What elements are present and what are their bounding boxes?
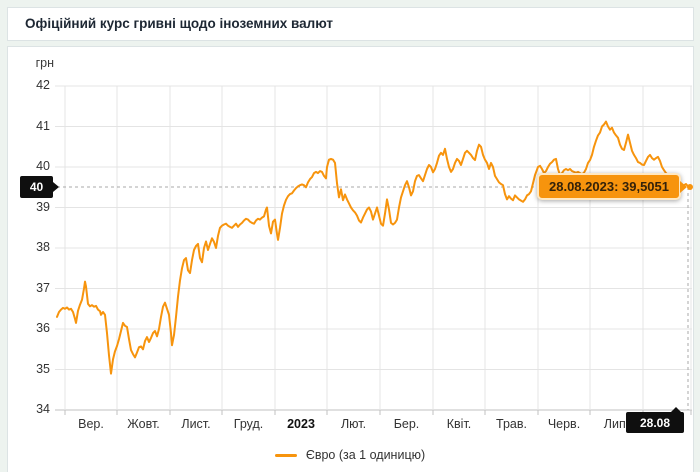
last-point-marker[interactable] [687,184,693,191]
y-tick-label: 37 [36,280,50,295]
current-value-badge: 40 [20,176,59,198]
x-tick-label: Вер. [78,417,104,431]
x-tick-label: Груд. [233,417,264,431]
current-value-badge-text: 40 [29,180,44,194]
current-date-badge-text: 28.08 [639,415,671,430]
legend-line-swatch [274,453,297,457]
y-tick-label: 34 [36,402,50,416]
legend-label: Євро (за 1 одиницю) [305,448,426,462]
y-tick-label: 35 [36,361,50,376]
y-tick-label: 39 [36,199,50,214]
x-tick-label: Черв. [547,417,581,431]
x-tick-label: Лип. [603,417,630,431]
legend-item-euro[interactable]: Євро (за 1 одиницю) [0,446,700,464]
y-tick-label: 38 [36,240,50,254]
x-tick-label: Лист. [181,417,211,431]
current-date-badge: 28.08 [626,407,684,433]
y-tick-label: 36 [36,321,50,335]
y-tick-label: 42 [36,78,50,92]
x-tick-label: Жовт. [127,417,160,431]
x-tick-label: Трав. [496,417,527,431]
y-axis-unit-label: грн [35,56,54,70]
y-tick-label: 41 [36,118,50,133]
x-tick-label: Квіт. [446,417,472,431]
header-card: Офіційний курс гривні щодо іноземних вал… [7,7,694,41]
x-tick-label: Бер. [393,417,420,431]
y-tick-label: 40 [36,159,50,173]
x-tick-label: 2023 [287,417,315,431]
x-tick-label: Лют. [340,417,367,431]
tooltip-text: 28.08.2023: 39,5051 [549,179,669,194]
tooltip: 28.08.2023: 39,5051 [537,173,687,200]
chart-card [7,46,694,472]
page-title: Офіційний курс гривні щодо іноземних вал… [25,16,334,31]
